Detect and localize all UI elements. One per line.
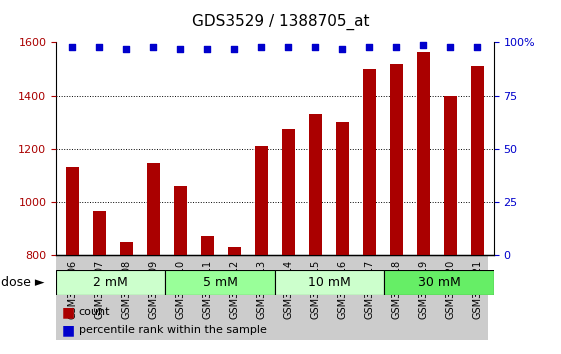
Point xyxy=(230,46,239,52)
Point xyxy=(311,44,320,50)
Bar xyxy=(255,146,268,255)
Point xyxy=(446,44,455,50)
Text: 2 mM: 2 mM xyxy=(94,276,128,289)
Point xyxy=(392,44,401,50)
Text: dose ►: dose ► xyxy=(1,276,45,289)
Text: ■: ■ xyxy=(62,305,75,319)
Bar xyxy=(417,52,430,255)
Bar xyxy=(66,167,79,255)
Text: ■: ■ xyxy=(62,323,75,337)
Bar xyxy=(93,211,106,255)
Bar xyxy=(309,114,322,255)
Point xyxy=(122,46,131,52)
Point xyxy=(284,44,293,50)
Text: percentile rank within the sample: percentile rank within the sample xyxy=(79,325,266,335)
Bar xyxy=(471,67,484,255)
Bar xyxy=(146,163,160,255)
Text: 5 mM: 5 mM xyxy=(203,276,238,289)
Bar xyxy=(173,186,187,255)
Point xyxy=(149,44,158,50)
Point xyxy=(419,42,428,47)
Point xyxy=(176,46,185,52)
Bar xyxy=(384,270,494,295)
Bar xyxy=(228,247,241,255)
Point xyxy=(95,44,104,50)
Point xyxy=(68,44,77,50)
Point xyxy=(338,46,347,52)
Point xyxy=(473,44,482,50)
Bar xyxy=(119,242,133,255)
Text: 30 mM: 30 mM xyxy=(417,276,461,289)
Text: count: count xyxy=(79,307,110,317)
Point xyxy=(365,44,374,50)
Point xyxy=(257,44,266,50)
Bar xyxy=(335,122,349,255)
Bar xyxy=(444,96,457,255)
Bar xyxy=(165,270,275,295)
Bar xyxy=(201,236,214,255)
Bar xyxy=(275,270,384,295)
Text: 10 mM: 10 mM xyxy=(308,276,351,289)
Bar xyxy=(56,270,165,295)
FancyBboxPatch shape xyxy=(56,255,488,340)
Bar xyxy=(362,69,376,255)
Bar xyxy=(390,64,403,255)
Bar xyxy=(282,129,295,255)
Text: GDS3529 / 1388705_at: GDS3529 / 1388705_at xyxy=(192,14,369,30)
Point xyxy=(203,46,212,52)
